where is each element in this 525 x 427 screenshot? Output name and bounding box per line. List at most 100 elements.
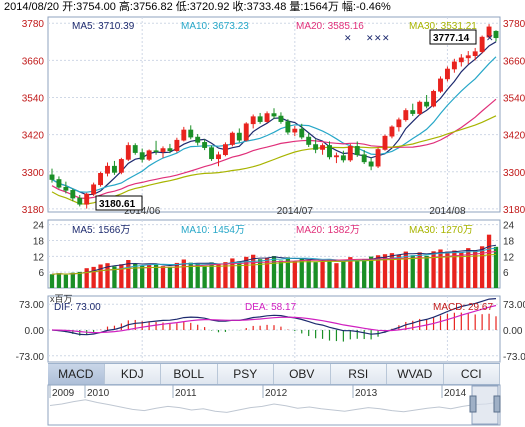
candle-body [368, 161, 374, 167]
tab-macd[interactable]: MACD [48, 364, 105, 384]
macd-dif-line [51, 298, 497, 336]
candle-body [361, 154, 367, 163]
volume-bar [362, 259, 367, 288]
candle-body [160, 148, 166, 152]
price-tick-right: 3420 [503, 131, 525, 142]
event-markers: ✕ ✕ ✕ ✕ ✕ [344, 33, 494, 43]
candle-body [396, 119, 402, 128]
volume-bar [257, 259, 263, 288]
price-tick-left: 3780 [22, 19, 45, 30]
legend-ma30: MA30: 3531.21 [409, 21, 477, 32]
candle-body [195, 136, 201, 143]
quote-open: 开:3754.00 [62, 1, 116, 13]
candle-body [132, 145, 138, 153]
volume-bar [244, 256, 249, 288]
quote-low: 低:3720.92 [175, 1, 230, 13]
candle-body [458, 57, 464, 63]
volume-tick-left: 6 [38, 268, 44, 279]
tab-cci[interactable]: CCI [443, 364, 500, 384]
candle-body [250, 116, 256, 125]
tab-obv[interactable]: OBV [274, 364, 331, 384]
volume-bar [424, 255, 429, 288]
volume-bar [77, 271, 82, 288]
tab-psy[interactable]: PSY [217, 364, 274, 384]
candle-body [424, 101, 430, 107]
candle-body [340, 155, 346, 161]
candle-body [327, 145, 332, 158]
candle-body [139, 152, 145, 160]
quote-close: 收:3733.48 [232, 1, 287, 13]
price-tick-right: 3780 [503, 19, 525, 30]
quote-change: 幅:-0.46% [341, 1, 391, 13]
volume-bar [431, 251, 436, 288]
volume-bar [167, 266, 173, 288]
price-tick-left: 3300 [22, 168, 45, 179]
candle-body [271, 113, 277, 117]
volume-bar [133, 263, 138, 288]
volume-bar [70, 272, 75, 288]
max-price-callout: 3777.14 [429, 29, 477, 45]
overview-panel-frame [47, 384, 501, 426]
candle-body [257, 116, 263, 122]
volume-bar [223, 262, 228, 288]
volume-bar [181, 259, 186, 288]
volume-ma5-line [51, 244, 497, 275]
volume-bar [49, 274, 55, 288]
volume-bar [209, 262, 214, 288]
candle-body [451, 61, 457, 70]
macd-legend-dif: DIF: 73.00 [54, 302, 101, 313]
candle-body [216, 154, 221, 160]
tab-rsi[interactable]: RSI [330, 364, 387, 384]
volume-bar [202, 266, 207, 288]
volume-tick-left: 12 [33, 252, 45, 263]
price-tick-right: 3180 [503, 205, 525, 216]
candle-body [188, 129, 194, 138]
overview-year-label: 2014 [444, 388, 467, 399]
macd-legend-dea: DEA: 58.17 [245, 302, 297, 313]
min-price-callout: 3180.61 [95, 195, 143, 211]
volume-bar [417, 252, 422, 288]
candle-body [403, 110, 409, 121]
price-ma10-line [51, 56, 497, 193]
overview-right-handle[interactable] [493, 395, 501, 413]
min-price-label: 3180.61 [99, 199, 136, 210]
volume-bar [466, 248, 471, 288]
tab-kdj[interactable]: KDJ [104, 364, 161, 384]
tab-boll[interactable]: BOLL [161, 364, 218, 384]
overview-left-handle[interactable] [469, 395, 477, 413]
volume-bar [271, 256, 277, 288]
price-tick-left: 3180 [22, 205, 45, 216]
candle-body [444, 68, 450, 80]
candle-body [438, 78, 443, 92]
quote-header: 2014/08/20 开:3754.00 高:3756.82 低:3720.92 收:3… [4, 0, 525, 14]
volume-bar [188, 262, 193, 288]
volume-bar [264, 257, 270, 288]
overview-year-label: 2013 [355, 388, 378, 399]
volume-bar [140, 265, 145, 288]
volume-bar [63, 274, 69, 288]
quote-high: 高:3756.82 [118, 1, 173, 13]
volume-bar [216, 263, 221, 288]
volume-bar [285, 257, 291, 288]
volume-bar [56, 273, 62, 288]
volume-bar [493, 246, 499, 288]
tab-wvad[interactable]: WVAD [387, 364, 444, 384]
candle-body [333, 155, 339, 158]
macd-dea-line [51, 304, 497, 334]
event-marker-icon: ✕ [374, 33, 382, 43]
macd-tick-right: 73.00 [503, 300, 525, 311]
candle-body [389, 126, 395, 137]
candle-body [222, 144, 228, 156]
candle-body [77, 197, 83, 205]
vol-legend-ma20: MA20: 1382万 [296, 225, 360, 236]
date-axis-label: 2014/07 [277, 206, 314, 217]
candle-body [493, 30, 499, 39]
candle-body [63, 186, 69, 191]
volume-bar [292, 261, 297, 288]
candle-body [243, 123, 249, 141]
event-marker-icon: ✕ [366, 33, 374, 43]
candle-body [98, 173, 104, 186]
volume-bar [375, 255, 381, 288]
candle-body [320, 145, 326, 150]
